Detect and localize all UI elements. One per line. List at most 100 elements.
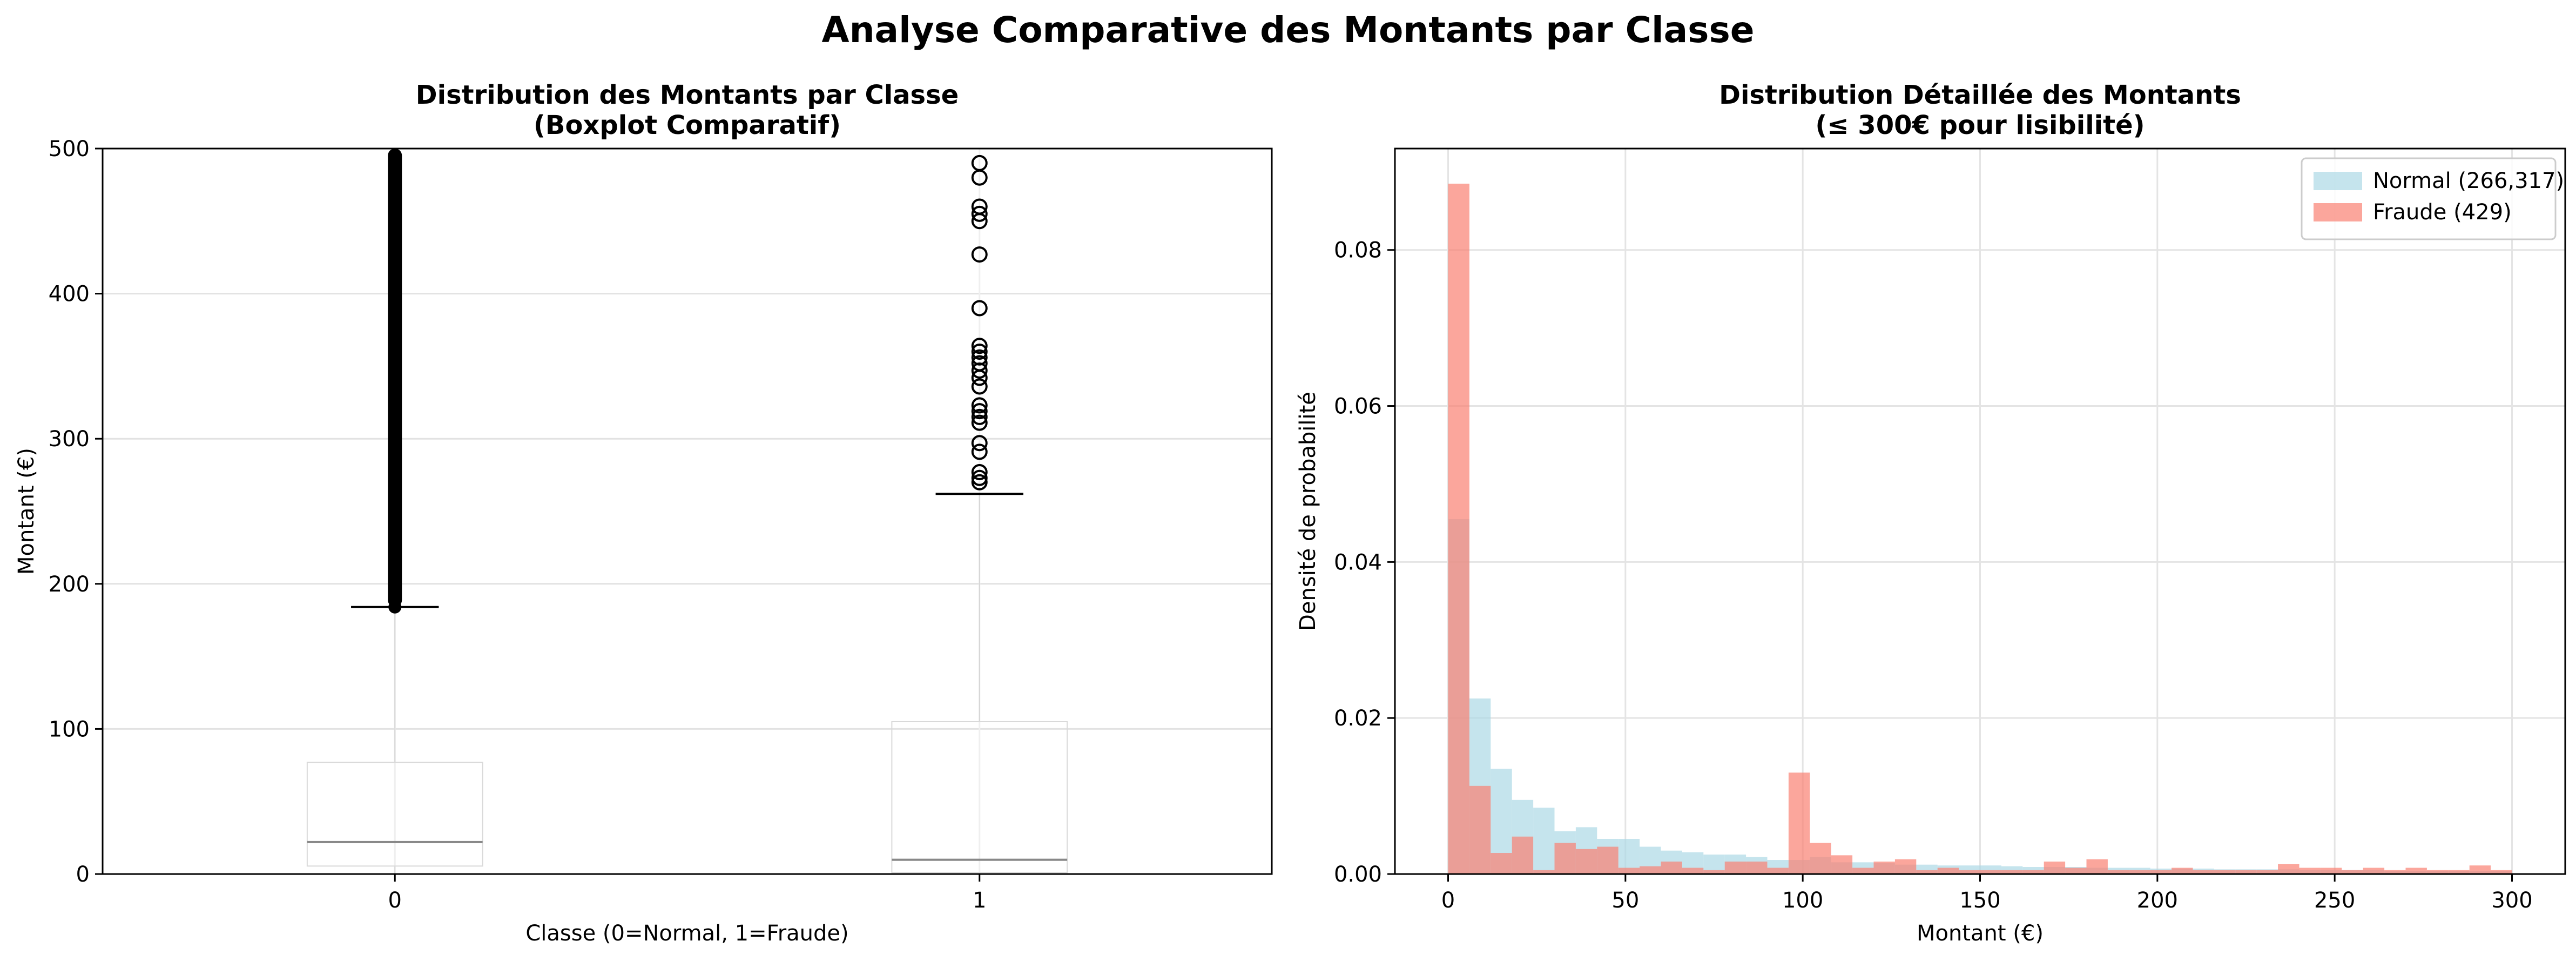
- boxplot-axes-frame: [102, 147, 1273, 875]
- histogram-bar: [1916, 870, 1938, 874]
- histogram-legend-swatch: [2314, 203, 2362, 221]
- histogram-x-tick-label: 150: [1959, 888, 2000, 913]
- histogram-bar: [2278, 864, 2299, 874]
- boxplot-outlier-point: [971, 408, 988, 425]
- histogram-legend-frame: [2301, 157, 2557, 240]
- histogram-title: Distribution Détaillée des Montants: [1719, 80, 2241, 110]
- histogram-bar: [2363, 868, 2385, 874]
- histogram-bar: [1937, 868, 1959, 874]
- histogram-bar: [2491, 870, 2512, 874]
- boxplot-x-tick-label: 0: [388, 888, 402, 913]
- boxplot-outlier-point: [971, 246, 988, 263]
- histogram-x-tick-label: 100: [1782, 888, 1823, 913]
- boxplot-y-axis-label: Montant (€): [14, 448, 39, 575]
- histogram-y-tick-label: 0.04: [1334, 550, 1382, 575]
- histogram-bar: [1597, 846, 1619, 874]
- histogram-bar: [2193, 870, 2214, 874]
- histogram-bar: [1959, 870, 1980, 874]
- histogram-bar: [2256, 870, 2278, 874]
- histogram-bar: [1703, 870, 1725, 874]
- boxplot-y-tick-label: 400: [49, 282, 90, 307]
- boxplot-outlier-point: [971, 469, 988, 486]
- histogram-x-tick-label: 300: [2491, 888, 2532, 913]
- histogram-bar: [1640, 866, 1661, 874]
- histogram-bar: [1448, 183, 1469, 874]
- boxplot-outlier-point: [971, 338, 988, 354]
- histogram-bar: [1788, 772, 1810, 874]
- histogram-bar: [1491, 853, 1512, 874]
- boxplot-outlier-point: [971, 463, 988, 480]
- boxplot-subtitle: (Boxplot Comparatif): [534, 110, 841, 140]
- boxplot-box-group: [891, 154, 1068, 875]
- histogram-bar: [1810, 843, 1831, 874]
- boxplot-outlier-point: [971, 198, 988, 215]
- histogram-bar: [2086, 859, 2108, 874]
- histogram-legend-swatch: [2314, 172, 2362, 190]
- boxplot-outlier-band: [388, 149, 402, 607]
- histogram-bar: [1980, 870, 2001, 874]
- histogram-bar: [2022, 870, 2044, 874]
- boxplot-outlier-point: [971, 443, 988, 460]
- histogram-bar: [1554, 843, 1576, 874]
- histogram-bar: [1746, 861, 1768, 874]
- boxplot-chart: 0 100 200 300 400 500 0 1 Classe (0=Normal, 1=Fr…: [14, 80, 1273, 946]
- histogram-bar: [2469, 865, 2491, 874]
- histogram-bar: [2172, 868, 2193, 874]
- boxplot-outlier-point: [971, 355, 988, 372]
- histogram-bar: [2065, 868, 2087, 874]
- histogram-bar: [1618, 868, 1640, 874]
- boxplot-y-tick-label: 200: [49, 572, 90, 597]
- histogram-x-axis-label: Montant (€): [1917, 921, 2044, 946]
- histogram-bar: [1575, 849, 1597, 874]
- histogram-subtitle: (≤ 300€ pour lisibilité): [1815, 110, 2145, 140]
- histogram-bar: [1873, 861, 1895, 874]
- histogram-bar: [1852, 868, 1874, 874]
- boxplot-title: Distribution des Montants par Classe: [416, 80, 959, 110]
- histogram-bar: [2044, 861, 2066, 874]
- histogram-legend-label: Normal (266,317): [2373, 169, 2564, 193]
- histogram-series-fraude: [1448, 183, 2512, 874]
- boxplot-outlier-point: [971, 474, 988, 490]
- boxplot-outlier-point: [971, 378, 988, 395]
- histogram-bar: [2214, 870, 2236, 874]
- boxplot-y-tick-label: 0: [76, 862, 90, 887]
- histogram-bar: [1724, 861, 1746, 874]
- boxplot-outlier-point: [971, 205, 988, 222]
- boxplot-y-tick-label: 100: [49, 717, 90, 742]
- histogram-bar: [1831, 855, 1853, 874]
- boxplot-outlier-point: [971, 344, 988, 360]
- histogram-bar: [1533, 870, 1555, 874]
- histogram-bar: [1767, 868, 1789, 874]
- histogram-x-tick-label: 50: [1611, 888, 1639, 913]
- histogram-bar: [2405, 868, 2427, 874]
- histogram-bar: [2384, 870, 2406, 874]
- histogram-x-tick-label: 0: [1441, 888, 1455, 913]
- boxplot-outlier-point: [971, 435, 988, 452]
- boxplot-outlier-point: [971, 397, 988, 414]
- histogram-y-axis-label: Densité de probabilité: [1296, 392, 1320, 631]
- boxplot-outlier-point: [971, 300, 988, 317]
- histogram-bar: [2107, 870, 2129, 874]
- boxplot-outlier-point: [971, 414, 988, 431]
- histogram-bar: [2129, 870, 2150, 874]
- histogram-bar: [1682, 868, 1704, 874]
- figure-suptitle: Analyse Comparative des Montants par Cla…: [821, 9, 1754, 51]
- boxplot-x-axis-label: Classe (0=Normal, 1=Fraude): [525, 921, 848, 946]
- histogram-y-tick-label: 0.02: [1334, 706, 1382, 731]
- histogram-bar: [2001, 870, 2023, 874]
- histogram-bar: [2342, 870, 2363, 874]
- boxplot-y-tick-label: 500: [49, 137, 90, 162]
- histogram-x-tick-label: 250: [2314, 888, 2355, 913]
- histogram-bar: [2426, 870, 2449, 874]
- histogram-bar: [2235, 870, 2257, 874]
- histogram-bar: [1533, 808, 1555, 874]
- boxplot-box: [891, 721, 1068, 873]
- histogram-legend: Normal (266,317) Fraude (429): [2301, 157, 2564, 240]
- boxplot-outlier-point: [971, 349, 988, 366]
- histogram-bar: [2448, 870, 2470, 874]
- boxplot-x-tick-label: 1: [973, 888, 986, 913]
- histogram-y-tick-label: 0.06: [1334, 394, 1382, 419]
- boxplot-box: [306, 762, 483, 867]
